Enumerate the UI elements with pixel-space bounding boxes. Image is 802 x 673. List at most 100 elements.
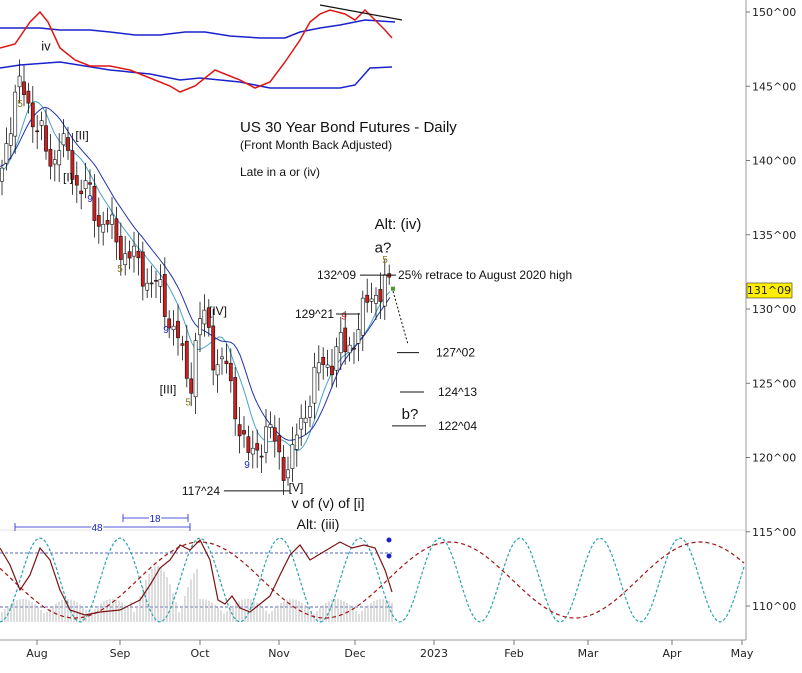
osc-marker-top xyxy=(386,537,392,543)
month-label: Dec xyxy=(344,647,365,660)
chart-subtitle: (Front Month Back Adjusted) xyxy=(240,138,392,152)
count-label: 5 xyxy=(382,255,388,266)
candle-body xyxy=(83,180,88,189)
teal-cycle-line xyxy=(0,537,745,623)
month-label: Apr xyxy=(662,647,682,660)
candle-body xyxy=(290,444,295,469)
month-label: Feb xyxy=(504,647,523,660)
candle-body xyxy=(184,340,189,379)
upper-indicator-panel xyxy=(0,4,403,93)
candle-body xyxy=(22,81,26,95)
count-label: 9 xyxy=(163,325,169,336)
elliott-label: Alt: (iv) xyxy=(375,216,422,233)
price-tick-label: 125^00 xyxy=(752,377,796,390)
candle-body xyxy=(237,424,242,437)
price-tick-label: 140^00 xyxy=(752,155,796,168)
candle-body xyxy=(382,274,387,307)
red-cycle-line xyxy=(0,541,745,619)
candle-body xyxy=(206,307,211,328)
last-bar-marker xyxy=(391,286,395,291)
candle-body xyxy=(334,346,339,371)
candle-body xyxy=(13,91,18,137)
candle-body xyxy=(39,120,44,126)
candle-body xyxy=(136,250,141,259)
candle-body xyxy=(286,469,290,479)
price-tick-label: 145^00 xyxy=(752,80,796,93)
candle-body xyxy=(66,137,70,151)
candle-body xyxy=(17,75,22,88)
candle-body xyxy=(193,340,198,398)
price-level-label: 117^24 xyxy=(182,484,220,498)
candle-body xyxy=(158,279,163,287)
month-axis: Aug Sep Oct Nov Dec 2023 Feb Mar Apr May xyxy=(26,640,754,660)
price-level-label: 129^21 xyxy=(295,307,334,321)
candle-body xyxy=(220,356,224,360)
candle-body xyxy=(246,436,251,453)
count-label: 9 xyxy=(244,460,250,471)
candle-body xyxy=(61,133,66,146)
candle-body xyxy=(242,430,246,435)
price-level-label: 127^02 xyxy=(436,346,475,360)
candle-body xyxy=(145,282,150,291)
candle-body xyxy=(312,366,317,404)
candle-body xyxy=(365,294,370,303)
candle-body xyxy=(176,320,180,339)
price-level-label: 124^13 xyxy=(438,385,477,399)
cycle-18-label: 18 xyxy=(149,514,161,525)
elliott-label: b? xyxy=(402,406,419,423)
count-label: 9 xyxy=(87,194,93,205)
candle-body xyxy=(299,417,304,430)
candle-body xyxy=(35,130,40,133)
candle-body xyxy=(294,434,299,450)
candle-body xyxy=(198,318,202,336)
candle-body xyxy=(110,214,114,225)
price-tick-label: 120^00 xyxy=(752,452,796,465)
volume-histogram xyxy=(1,566,393,622)
candle-body xyxy=(74,175,79,186)
candle-body xyxy=(189,378,194,394)
price-tick-label: 110^00 xyxy=(752,600,796,613)
candle-body xyxy=(215,364,220,376)
price-axis: 150^00 145^00 140^00 135^00 130^00 125^00 120^… xyxy=(746,6,796,613)
candle-body xyxy=(162,274,167,317)
candle-body xyxy=(343,327,348,353)
count-label: 5 xyxy=(17,99,23,110)
candle-body xyxy=(259,455,264,458)
count-label: 9 xyxy=(341,311,347,322)
chart-note: Late in a or (iv) xyxy=(240,165,320,179)
candle-body xyxy=(321,356,326,365)
current-price-box xyxy=(746,282,793,299)
count-label: 5 xyxy=(117,264,123,275)
candle-body xyxy=(92,186,97,221)
candle-body xyxy=(132,245,136,257)
month-label: 2023 xyxy=(420,647,448,660)
elliott-label: [I] xyxy=(63,170,73,184)
retrace-note: 25% retrace to August 2020 high xyxy=(398,268,572,282)
price-level-label: 122^04 xyxy=(438,419,477,433)
candle-body xyxy=(352,347,356,350)
candle-body xyxy=(171,325,176,331)
candle-body xyxy=(356,329,361,344)
candle-body xyxy=(101,223,106,233)
month-label: Mar xyxy=(578,647,599,660)
candle-body xyxy=(140,251,145,287)
candle-body xyxy=(180,343,185,346)
month-label: Oct xyxy=(190,647,210,660)
price-tick-label: 135^00 xyxy=(752,229,796,242)
count-label: 5 xyxy=(185,398,191,409)
candle-body xyxy=(44,125,48,152)
candle-body xyxy=(250,447,255,455)
price-tick-label: 150^00 xyxy=(752,6,796,19)
candle-body xyxy=(316,362,321,374)
ma-slow-line xyxy=(0,106,391,441)
candle-body xyxy=(369,298,374,302)
elliott-labels: iv [II] [I] [IV] [III] [V]v of (v) of [i] Alt:… xyxy=(17,39,421,532)
candle-body xyxy=(338,332,343,354)
candle-body xyxy=(224,360,229,365)
candle-body xyxy=(330,365,334,376)
month-label: Nov xyxy=(268,647,290,660)
candle-body xyxy=(374,295,378,304)
month-label: Aug xyxy=(26,647,47,660)
candle-body xyxy=(114,218,119,243)
candle-body xyxy=(127,251,132,259)
